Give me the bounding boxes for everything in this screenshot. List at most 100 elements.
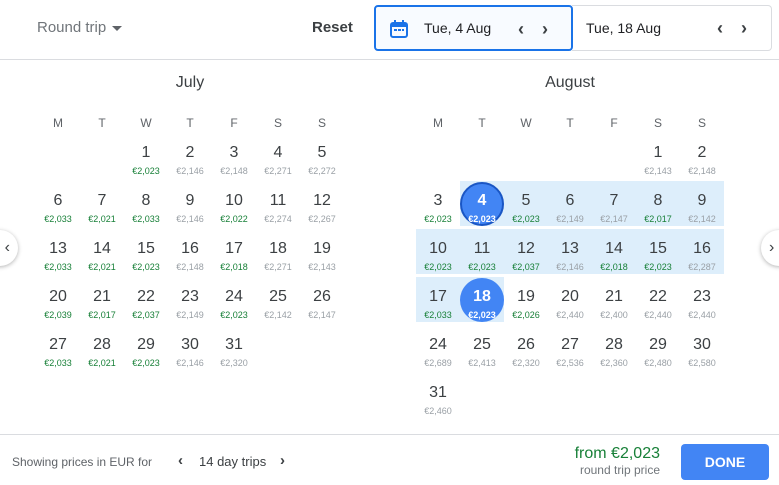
day-cell[interactable]: 2 €2,148 (680, 132, 724, 180)
day-cell[interactable]: 6 €2,033 (36, 180, 80, 228)
trip-length-increase-icon[interactable]: › (280, 452, 285, 469)
day-cell[interactable]: 2 €2,146 (168, 132, 212, 180)
return-date-field[interactable]: Tue, 18 Aug ‹ › (572, 5, 772, 51)
day-cell[interactable]: 20 €2,440 (548, 276, 592, 324)
day-price: €2,023 (468, 310, 496, 320)
day-cell[interactable]: 7 €2,021 (80, 180, 124, 228)
day-cell[interactable]: 30 €2,146 (168, 324, 212, 372)
day-number: 13 (49, 240, 67, 257)
day-cell[interactable]: 22 €2,037 (124, 276, 168, 324)
day-cell[interactable]: 23 €2,440 (680, 276, 724, 324)
day-cell[interactable]: 28 €2,021 (80, 324, 124, 372)
day-cell[interactable]: 11 €2,274 (256, 180, 300, 228)
day-cell[interactable]: 14 €2,018 (592, 228, 636, 276)
day-cell[interactable]: 1 €2,143 (636, 132, 680, 180)
previous-month-button[interactable]: ‹ (0, 230, 18, 266)
day-cell[interactable]: 22 €2,440 (636, 276, 680, 324)
day-cell[interactable]: 14 €2,021 (80, 228, 124, 276)
day-cell[interactable]: 18 €2,271 (256, 228, 300, 276)
day-cell[interactable]: 29 €2,480 (636, 324, 680, 372)
done-button[interactable]: DONE (681, 444, 769, 480)
day-price: €2,033 (132, 214, 160, 224)
day-cell[interactable]: 29 €2,023 (124, 324, 168, 372)
trip-length-decrease-icon[interactable]: ‹ (178, 452, 183, 469)
chevron-right-icon[interactable]: › (542, 19, 548, 39)
day-cell[interactable]: 26 €2,320 (504, 324, 548, 372)
day-cell[interactable]: 3 €2,023 (416, 180, 460, 228)
weekday-header: T (98, 116, 106, 130)
day-number: 17 (225, 240, 243, 257)
day-cell[interactable]: 31 €2,320 (212, 324, 256, 372)
day-cell[interactable]: 12 €2,037 (504, 228, 548, 276)
day-cell[interactable]: 10 €2,023 (416, 228, 460, 276)
day-price: €2,146 (556, 262, 584, 272)
day-cell[interactable]: 18 €2,023 (460, 276, 504, 324)
reset-button[interactable]: Reset (312, 19, 353, 36)
day-cell[interactable]: 24 €2,023 (212, 276, 256, 324)
day-price: €2,037 (132, 310, 160, 320)
day-cell[interactable]: 6 €2,149 (548, 180, 592, 228)
day-cell[interactable]: 4 €2,271 (256, 132, 300, 180)
day-number: 2 (697, 144, 707, 161)
weekday-header: F (230, 116, 238, 130)
day-cell[interactable]: 30 €2,580 (680, 324, 724, 372)
day-cell[interactable]: 21 €2,400 (592, 276, 636, 324)
day-price: €2,039 (44, 310, 72, 320)
day-cell[interactable]: 12 €2,267 (300, 180, 344, 228)
day-cell[interactable]: 8 €2,017 (636, 180, 680, 228)
day-price: €2,023 (132, 358, 160, 368)
day-cell[interactable]: 27 €2,536 (548, 324, 592, 372)
day-cell[interactable]: 7 €2,147 (592, 180, 636, 228)
day-cell[interactable]: 16 €2,148 (168, 228, 212, 276)
weekday-header: W (140, 116, 152, 130)
day-price: €2,287 (688, 262, 716, 272)
chevron-left-icon[interactable]: ‹ (717, 18, 723, 38)
trip-type-dropdown[interactable]: Round trip (37, 19, 123, 36)
day-number: 22 (137, 288, 155, 305)
day-cell[interactable]: 5 €2,023 (504, 180, 548, 228)
day-cell[interactable]: 19 €2,026 (504, 276, 548, 324)
day-cell[interactable]: 15 €2,023 (636, 228, 680, 276)
chevron-left-icon[interactable]: ‹ (518, 19, 524, 39)
day-cell[interactable]: 4 €2,023 (460, 180, 504, 228)
day-cell[interactable]: 31 €2,460 (416, 372, 460, 420)
day-price: €2,440 (688, 310, 716, 320)
trip-type-label: Round trip (37, 19, 107, 36)
day-cell[interactable]: 17 €2,018 (212, 228, 256, 276)
day-number: 18 (269, 240, 287, 257)
day-price: €2,320 (220, 358, 248, 368)
day-cell[interactable]: 17 €2,033 (416, 276, 460, 324)
day-cell[interactable]: 20 €2,039 (36, 276, 80, 324)
day-cell[interactable]: 23 €2,149 (168, 276, 212, 324)
day-price: €2,021 (88, 262, 116, 272)
day-cell[interactable]: 5 €2,272 (300, 132, 344, 180)
day-price: €2,148 (220, 166, 248, 176)
day-cell[interactable]: 9 €2,142 (680, 180, 724, 228)
day-cell[interactable]: 1 €2,023 (124, 132, 168, 180)
day-number: 17 (429, 288, 447, 305)
day-cell[interactable]: 9 €2,146 (168, 180, 212, 228)
chevron-right-icon[interactable]: › (741, 18, 747, 38)
day-number: 27 (49, 336, 67, 353)
day-cell[interactable]: 8 €2,033 (124, 180, 168, 228)
day-price: €2,017 (88, 310, 116, 320)
day-cell[interactable]: 19 €2,143 (300, 228, 344, 276)
day-cell[interactable]: 13 €2,146 (548, 228, 592, 276)
day-cell[interactable]: 28 €2,360 (592, 324, 636, 372)
day-cell[interactable]: 21 €2,017 (80, 276, 124, 324)
day-number: 29 (137, 336, 155, 353)
day-cell[interactable]: 11 €2,023 (460, 228, 504, 276)
day-cell[interactable]: 26 €2,147 (300, 276, 344, 324)
day-cell[interactable]: 16 €2,287 (680, 228, 724, 276)
day-cell[interactable]: 10 €2,022 (212, 180, 256, 228)
departure-date-field[interactable]: Tue, 4 Aug ‹ › (374, 5, 573, 51)
day-cell[interactable]: 25 €2,413 (460, 324, 504, 372)
day-cell[interactable]: 27 €2,033 (36, 324, 80, 372)
next-month-button[interactable]: › (761, 230, 779, 266)
day-cell[interactable]: 15 €2,023 (124, 228, 168, 276)
day-cell[interactable]: 25 €2,142 (256, 276, 300, 324)
day-number: 6 (53, 192, 63, 209)
day-cell[interactable]: 3 €2,148 (212, 132, 256, 180)
day-cell[interactable]: 13 €2,033 (36, 228, 80, 276)
day-cell[interactable]: 24 €2,689 (416, 324, 460, 372)
